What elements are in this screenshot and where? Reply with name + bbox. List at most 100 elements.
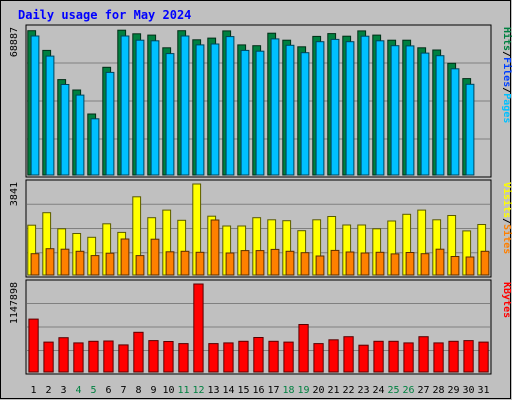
bar-sites-day-18 (285, 250, 295, 276)
bar-sites-day-16 (255, 250, 265, 276)
bar-pages-day-26 (405, 45, 415, 176)
bar-pages-day-15 (240, 49, 250, 176)
x-tick-label: 10 (162, 385, 174, 396)
bar-sites-day-13 (210, 219, 220, 276)
x-tick-label: 11 (177, 385, 189, 396)
series-legend-top: Hits/Files/Pages (501, 27, 512, 123)
bar-kbytes-day-23 (358, 344, 369, 373)
bar-sites-day-20 (315, 255, 325, 276)
bar-pages-day-18 (285, 44, 295, 176)
bar-pages-day-6 (105, 71, 115, 176)
legend-entry: / (501, 87, 512, 93)
bar-sites-day-8 (135, 255, 145, 276)
series-legend-bottom: KBytes (501, 282, 512, 318)
bar-pages-day-19 (300, 52, 310, 176)
legend-entry: Visits (501, 182, 512, 218)
bar-sites-day-17 (270, 248, 280, 276)
bar-sites-day-14 (225, 252, 235, 276)
bar-kbytes-day-27 (418, 336, 429, 373)
bar-pages-day-4 (75, 94, 85, 176)
max-value-label-top: 68887 (9, 27, 20, 57)
bar-sites-day-15 (240, 250, 250, 276)
x-tick-label: 1 (30, 385, 36, 396)
x-tick-label: 7 (120, 385, 126, 396)
bar-sites-day-24 (375, 251, 385, 276)
bar-kbytes-day-14 (223, 342, 234, 373)
legend-entry: Sites (501, 224, 512, 254)
bar-pages-day-28 (435, 55, 445, 176)
bar-kbytes-day-20 (313, 343, 324, 373)
bar-pages-day-24 (375, 40, 385, 176)
bar-sites-day-21 (330, 249, 340, 276)
bar-sites-day-11 (180, 250, 190, 276)
x-tick-label: 8 (135, 385, 141, 396)
bar-pages-day-20 (315, 41, 325, 176)
x-tick-label: 9 (150, 385, 156, 396)
legend-entry: KBytes (501, 282, 512, 318)
legend-entry: Files (501, 57, 512, 87)
bar-pages-day-3 (60, 84, 70, 176)
x-tick-label: 26 (402, 385, 414, 396)
x-tick-label: 3 (60, 385, 66, 396)
bar-pages-day-12 (195, 44, 205, 176)
bar-pages-day-17 (270, 38, 280, 176)
x-tick-label: 21 (327, 385, 339, 396)
x-tick-label: 30 (462, 385, 474, 396)
bar-kbytes-day-31 (478, 341, 489, 373)
bar-sites-day-3 (60, 248, 70, 276)
bar-kbytes-day-28 (433, 342, 444, 373)
x-tick-label: 28 (432, 385, 444, 396)
x-tick-label: 18 (282, 385, 294, 396)
bar-sites-day-30 (465, 256, 475, 276)
bar-kbytes-day-30 (463, 340, 474, 373)
bar-pages-day-5 (90, 118, 100, 176)
bar-pages-day-13 (210, 43, 220, 176)
x-tick-label: 27 (417, 385, 429, 396)
bar-pages-day-27 (420, 52, 430, 176)
bar-sites-day-25 (390, 253, 400, 276)
x-tick-label: 14 (222, 385, 234, 396)
bar-pages-day-8 (135, 39, 145, 176)
x-tick-label: 12 (192, 385, 204, 396)
bar-kbytes-day-11 (178, 343, 189, 373)
bar-kbytes-day-29 (448, 340, 459, 373)
bar-pages-day-7 (120, 35, 130, 176)
x-tick-label: 25 (387, 385, 399, 396)
x-tick-label: 24 (372, 385, 384, 396)
legend-entry: / (501, 51, 512, 57)
bar-kbytes-day-16 (253, 337, 264, 373)
bar-pages-day-30 (465, 83, 475, 176)
series-legend-middle: Visits/Sites (501, 182, 512, 254)
bar-pages-day-9 (150, 40, 160, 176)
bar-sites-day-31 (480, 250, 490, 276)
x-tick-label: 20 (312, 385, 324, 396)
bar-sites-day-12 (195, 251, 205, 276)
legend-entry: / (501, 218, 512, 224)
bar-pages-day-25 (390, 45, 400, 176)
max-value-label-middle: 3841 (9, 182, 20, 206)
bar-pages-day-14 (225, 36, 235, 176)
bar-sites-day-29 (450, 256, 460, 276)
bar-kbytes-day-25 (388, 340, 399, 373)
bar-pages-day-11 (180, 35, 190, 176)
chart-title: Daily usage for May 2024 (18, 8, 191, 22)
x-tick-label: 29 (447, 385, 459, 396)
bar-kbytes-day-9 (148, 340, 159, 373)
bar-pages-day-2 (45, 55, 55, 176)
bar-pages-day-10 (165, 53, 175, 176)
x-tick-label: 6 (105, 385, 111, 396)
bar-kbytes-day-18 (283, 341, 294, 373)
x-tick-label: 5 (90, 385, 96, 396)
bar-sites-day-5 (90, 255, 100, 276)
x-tick-label: 17 (267, 385, 279, 396)
bar-sites-day-27 (420, 253, 430, 276)
bar-sites-day-23 (360, 252, 370, 276)
bar-sites-day-7 (120, 238, 130, 276)
x-tick-label: 23 (357, 385, 369, 396)
bar-kbytes-day-8 (133, 331, 144, 373)
x-tick-label: 22 (342, 385, 354, 396)
bar-kbytes-day-19 (298, 324, 309, 373)
